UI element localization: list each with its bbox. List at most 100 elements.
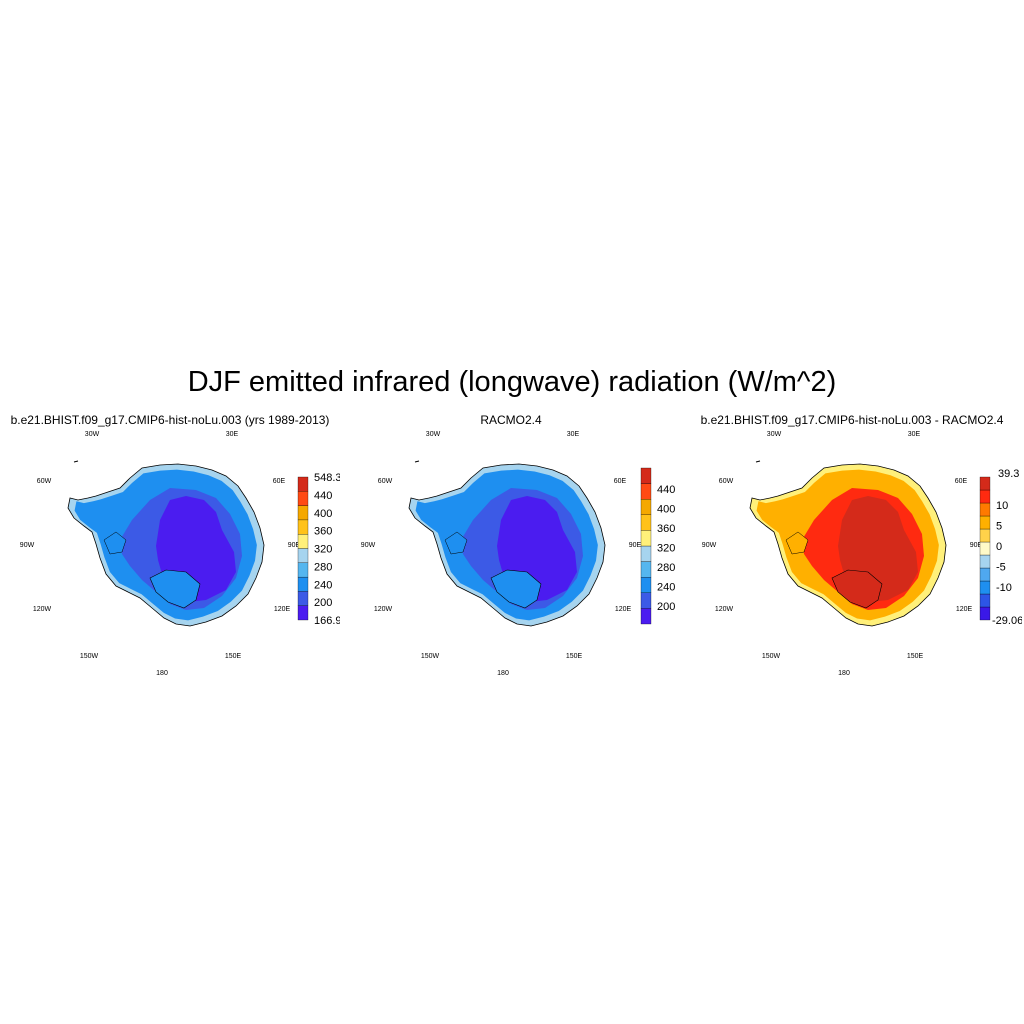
colorbar-segment (979, 515, 991, 530)
colorbar-tick-label: 5 (996, 521, 1002, 533)
longitude-label: 30W (85, 431, 100, 438)
colorbar-segment (640, 561, 652, 578)
colorbar-tick-label: 166.9 (314, 615, 340, 627)
colorbar-segment (297, 605, 309, 621)
longitude-label: 150W (421, 653, 440, 660)
colorbar-segment (640, 545, 652, 562)
colorbar-segment (297, 534, 309, 549)
longitude-label: 30W (767, 431, 782, 438)
colorbar-segment (297, 519, 309, 535)
colorbar-segment (979, 502, 991, 517)
colorbar-min-label: -29.06 (992, 615, 1022, 627)
colorbar-tick-label: 280 (314, 561, 332, 573)
coastline (67, 463, 265, 627)
colorbar-segment (297, 505, 309, 521)
colorbar-tick-label: 400 (657, 504, 675, 516)
longitude-label: 60W (719, 478, 734, 485)
colorbar-segment (979, 567, 991, 582)
longitude-label: 30E (567, 431, 580, 438)
colorbar-tick-label: 320 (657, 543, 675, 555)
colorbar: 166.9 200 240 280 320 360 400 440 548.3 (297, 472, 340, 627)
colorbar-segment (979, 489, 991, 504)
colorbar-tick-label: 200 (314, 597, 332, 609)
colorbar-tick-label: 0 (996, 541, 1002, 553)
longitude-label: 30E (908, 431, 921, 438)
longitude-label: 90W (702, 542, 717, 549)
colorbar-segment (979, 554, 991, 569)
colorbar-segment (640, 467, 652, 484)
island-mark (414, 460, 420, 463)
ross-ice-shelf (490, 569, 542, 609)
coastline (408, 463, 606, 627)
colorbar-segment (640, 514, 652, 531)
colorbar-tick-label: 360 (314, 526, 332, 538)
colorbar-tick-label: 400 (314, 508, 332, 520)
panel-racmo: RACMO2.4 30W 30E 60W 60E 90W 90E 120W 120E 150W 1… (341, 408, 681, 688)
ross-ice-shelf (831, 569, 883, 609)
island-mark (755, 460, 761, 463)
longitude-label: 60E (614, 478, 627, 485)
colorbar-segment (297, 591, 309, 606)
longitude-label: 150W (762, 653, 781, 660)
coastline (749, 463, 947, 627)
antarctica-map (408, 460, 606, 627)
longitude-label: 150W (80, 653, 99, 660)
colorbar-tick-label: 548.3 (314, 472, 340, 484)
colorbar-tick-label: 280 (657, 562, 675, 574)
colorbar-segment (979, 580, 991, 595)
colorbar-segment (297, 562, 309, 578)
ronne-ice-shelf (103, 531, 127, 555)
antarctica-map (749, 460, 947, 627)
colorbar: -10 -5 0 5 10 39.3 -29.06 (979, 468, 1022, 627)
longitude-label: 30E (226, 431, 239, 438)
longitude-label: 120E (274, 606, 291, 613)
longitude-label: 60E (955, 478, 968, 485)
longitude-label: 180 (156, 670, 168, 677)
longitude-label: 180 (838, 670, 850, 677)
longitude-label: 30W (426, 431, 441, 438)
colorbar-segment (979, 476, 991, 491)
colorbar-segment (979, 541, 991, 556)
figure-title: DJF emitted infrared (longwave) radiatio… (187, 366, 837, 398)
longitude-label: 60W (378, 478, 393, 485)
colorbar-segment (979, 593, 991, 608)
colorbar-segment (297, 491, 309, 506)
ronne-ice-shelf (785, 531, 809, 555)
colorbar-segment (979, 606, 991, 621)
colorbar-segment (640, 592, 652, 609)
longitude-label: 120W (33, 606, 52, 613)
longitude-label: 90W (361, 542, 376, 549)
colorbar-tick-label: 360 (657, 523, 675, 535)
colorbar-segment (297, 548, 309, 563)
longitude-label: 120W (374, 606, 393, 613)
colorbar: 200 240 280 320 360 400 440 (640, 467, 675, 625)
colorbar-segment (640, 577, 652, 593)
longitude-label: 150E (566, 653, 583, 660)
longitude-label: 180 (497, 670, 509, 677)
colorbar-segment (640, 499, 652, 515)
longitude-label: 90E (970, 542, 983, 549)
colorbar-tick-label: 10 (996, 500, 1008, 512)
panel-title: b.e21.BHIST.f09_g17.CMIP6-hist-noLu.003 … (700, 413, 1004, 427)
panel-title: b.e21.BHIST.f09_g17.CMIP6-hist-noLu.003 … (10, 413, 330, 427)
colorbar-segment (640, 608, 652, 625)
colorbar-tick-label: 440 (314, 490, 332, 502)
colorbar-tick-label: 440 (657, 484, 675, 496)
colorbar-tick-label: -5 (996, 562, 1006, 574)
longitude-label: 120E (615, 606, 632, 613)
colorbar-tick-label: 320 (314, 544, 332, 556)
longitude-label: 90E (288, 542, 301, 549)
longitude-label: 120E (956, 606, 973, 613)
panel-difference: b.e21.BHIST.f09_g17.CMIP6-hist-noLu.003 … (682, 408, 1022, 688)
map-svg: 30W 30E 60W 60E 90W 90E 120W 120E 150W 150E 180 166… (20, 431, 340, 677)
colorbar-tick-label: 200 (657, 601, 675, 613)
colorbar-segment (297, 576, 309, 592)
longitude-label: 60W (37, 478, 52, 485)
ross-ice-shelf (149, 569, 201, 609)
antarctica-map (67, 460, 265, 627)
map-svg: 30W 30E 60W 60E 90W 90E 120W 120E 150W 150E 180 -10… (702, 431, 1022, 677)
colorbar-tick-label: -10 (996, 582, 1012, 594)
longitude-label: 90W (20, 542, 35, 549)
longitude-label: 60E (273, 478, 286, 485)
longitude-label: 90E (629, 542, 642, 549)
